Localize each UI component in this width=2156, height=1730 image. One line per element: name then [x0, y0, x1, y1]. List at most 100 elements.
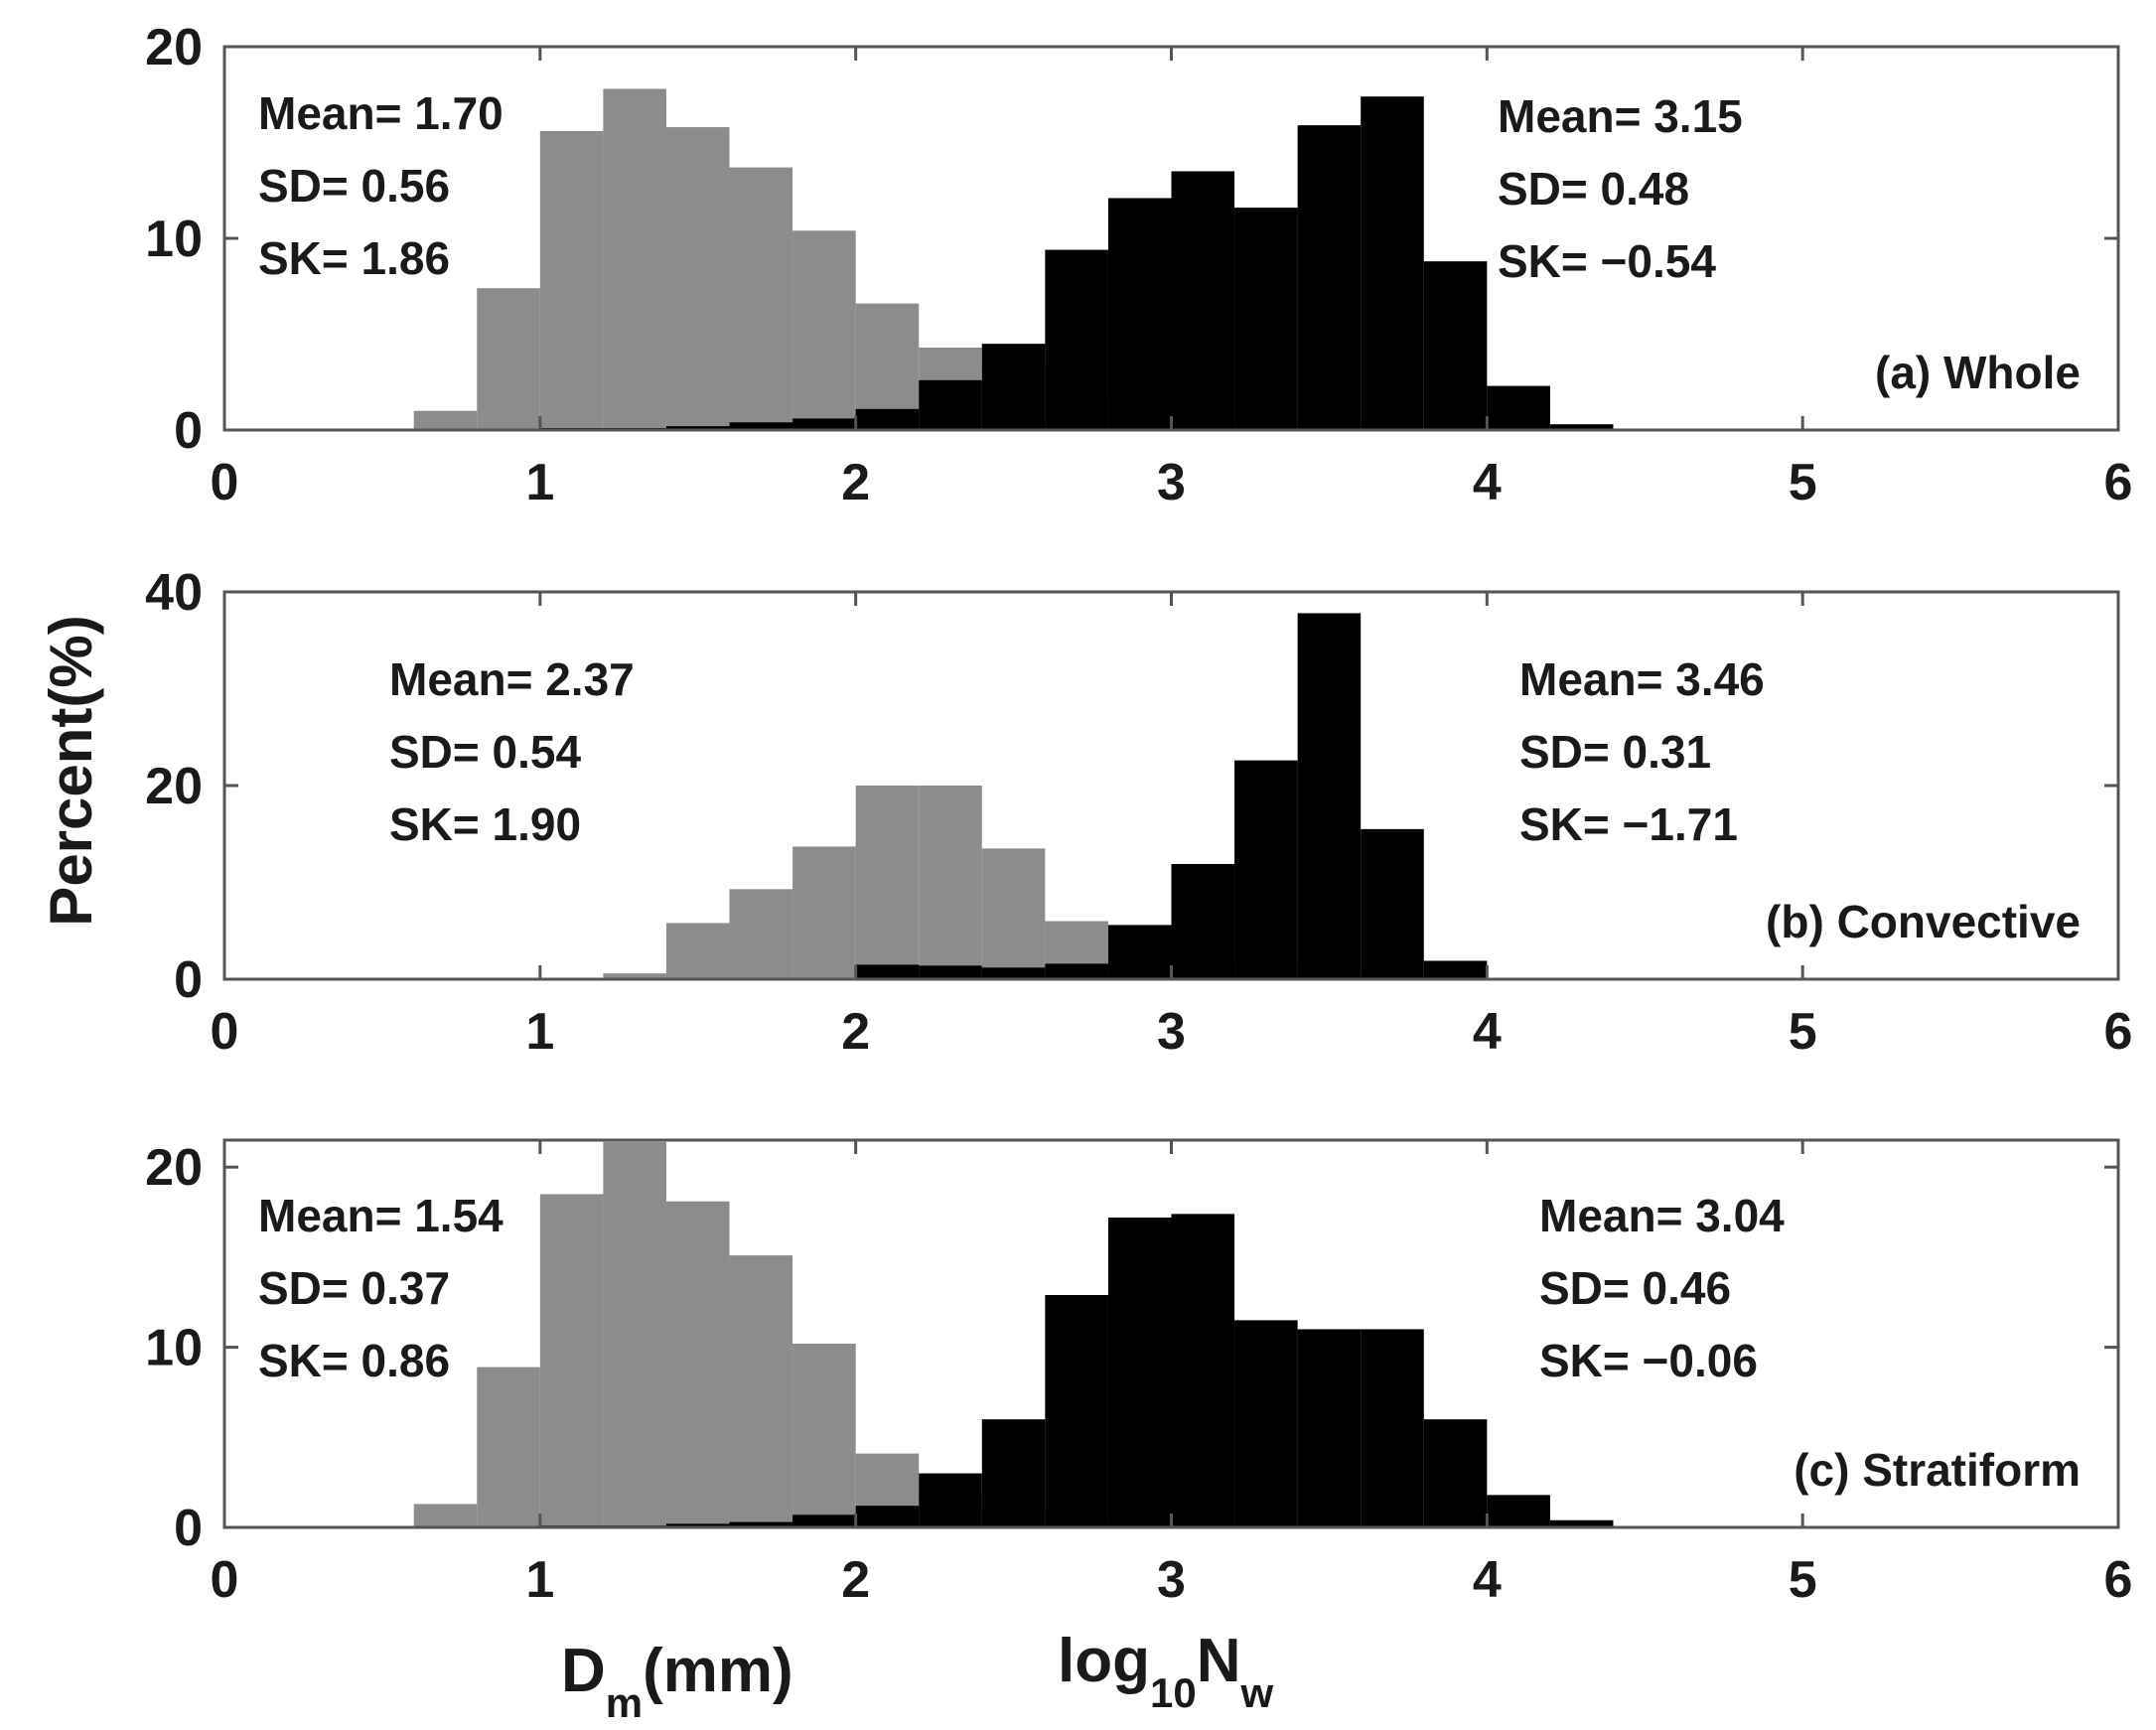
nw-label-sub: 10	[1150, 1669, 1197, 1716]
y-tick-label: 0	[174, 951, 203, 1009]
dm-bar-2	[665, 923, 730, 979]
panel-title: (b) Convective	[1766, 896, 2081, 947]
axes-frame-c	[222, 1138, 2120, 1529]
nw-bar-14	[1423, 261, 1488, 430]
axes-frame-a	[222, 45, 2120, 432]
dm-bar-4	[665, 1201, 730, 1527]
nw-bar-12	[1297, 1329, 1362, 1527]
dm-label-rest: (mm)	[643, 1637, 793, 1705]
nw-bar-8	[1361, 828, 1424, 979]
nw-bar-2	[665, 1523, 730, 1527]
nw-label-rest: N	[1197, 1627, 1241, 1695]
panel-title: (a) Whole	[1875, 347, 2081, 398]
dm-bar-5	[729, 1255, 793, 1527]
nw-bar-9	[1107, 1218, 1172, 1527]
dm-sd-label: SD= 0.56	[258, 160, 450, 212]
x-tick-label: 0	[211, 1003, 239, 1061]
ticks-a: 0 1 2 3 4 5 6 0 10 20	[145, 19, 2132, 511]
dm-sk-label: SK= 0.86	[258, 1335, 450, 1386]
nw-bars-a	[539, 96, 1614, 431]
x-tick-label: 3	[1157, 1003, 1186, 1061]
nw-label-main: log	[1058, 1627, 1150, 1695]
dm-bar-6	[792, 230, 856, 430]
dm-bar-4	[792, 846, 856, 979]
x-tick-label: 1	[525, 1003, 554, 1061]
x-tick-label: 5	[1789, 1551, 1817, 1609]
nw-bar-3	[729, 422, 793, 430]
y-tick-label: 0	[174, 402, 203, 460]
nw-mean-label: Mean= 3.15	[1498, 90, 1743, 142]
nw-bar-16	[1549, 1519, 1614, 1527]
x-tick-label: 6	[2104, 1003, 2133, 1061]
y-tick-label: 10	[145, 211, 203, 268]
x-tick-label: 4	[1473, 454, 1502, 511]
y-tick-label: 10	[145, 1320, 203, 1377]
nw-mean-label: Mean= 3.46	[1519, 653, 1765, 705]
nw-bar-9	[1107, 198, 1172, 430]
y-tick-label: 20	[145, 758, 203, 815]
nw-bar-15	[1487, 385, 1550, 430]
x-tick-label: 2	[841, 1551, 870, 1609]
dm-label-sub: m	[606, 1679, 643, 1726]
nw-sk-label: SK= −0.54	[1498, 235, 1716, 287]
nw-sd-label: SD= 0.48	[1498, 163, 1689, 215]
dm-bar-2	[539, 1194, 604, 1527]
ticks-b: 0 1 2 3 4 5 6 0 20 40	[145, 564, 2132, 1061]
x-tick-label: 6	[2104, 1551, 2133, 1609]
nw-bars-b	[855, 613, 1550, 979]
dm-bar-6	[792, 1343, 856, 1527]
nw-label-sub2: w	[1239, 1669, 1273, 1716]
ticks-c: 0 1 2 3 4 5 6 0 10 20	[145, 1139, 2132, 1609]
y-tick-label: 20	[145, 1139, 203, 1197]
nw-bar-4	[792, 418, 856, 430]
nw-bar-3	[1045, 963, 1108, 979]
nw-bar-2	[981, 967, 1046, 979]
nw-bar-8	[1045, 249, 1108, 430]
x-axis-label-nw: log10Nw	[1058, 1627, 1273, 1716]
nw-bar-6	[919, 379, 982, 430]
dm-bar-4	[665, 127, 730, 430]
x-tick-label: 5	[1789, 454, 1817, 511]
dm-sd-label: SD= 0.37	[258, 1262, 450, 1314]
nw-bar-4	[1107, 925, 1172, 979]
dm-bar-0	[413, 1504, 478, 1527]
nw-bar-14	[1423, 1419, 1488, 1527]
nw-bar-11	[1234, 208, 1298, 430]
dm-label-main: D	[561, 1637, 606, 1705]
y-tick-label: 0	[174, 1500, 203, 1557]
x-tick-label: 1	[525, 1551, 554, 1609]
dm-bar-1	[477, 288, 540, 430]
panel-c: 0 1 2 3 4 5 6 0 10 20 Mean= 1.54 SD= 0.37 SK= 0.8…	[145, 1138, 2132, 1609]
nw-bar-5	[1171, 863, 1235, 979]
nw-sd-label: SD= 0.46	[1539, 1262, 1731, 1314]
axes-frame-b	[222, 590, 2120, 981]
dm-bar-2	[539, 130, 604, 431]
nw-bar-4	[792, 1514, 856, 1527]
x-tick-label: 5	[1789, 1003, 1817, 1061]
nw-sd-label: SD= 0.31	[1519, 726, 1711, 778]
dm-sk-label: SK= 1.86	[258, 232, 450, 284]
nw-bar-6	[919, 1473, 982, 1527]
nw-bar-11	[1234, 1320, 1298, 1527]
nw-bar-6	[1234, 760, 1298, 979]
nw-bars-c	[539, 1214, 1614, 1527]
dm-mean-label: Mean= 1.54	[258, 1190, 503, 1241]
nw-bar-7	[981, 344, 1046, 430]
y-axis-label: Percent(%)	[38, 615, 104, 926]
x-tick-label: 6	[2104, 454, 2133, 511]
x-tick-label: 2	[841, 454, 870, 511]
panel-title: (c) Stratiform	[1794, 1444, 2081, 1496]
x-axis-label-dm: Dm(mm)	[561, 1637, 793, 1726]
dm-bar-1	[477, 1367, 540, 1527]
dm-bar-6	[919, 786, 982, 979]
nw-bar-9	[1423, 960, 1488, 979]
nw-bar-8	[1045, 1295, 1108, 1527]
nw-bar-13	[1361, 96, 1424, 431]
panel-a: 0 1 2 3 4 5 6 0 10 20 Mean= 1.70 SD= 0.56 SK= 1.8…	[145, 19, 2132, 511]
nw-bar-16	[1549, 424, 1614, 430]
dm-bar-5	[729, 167, 793, 430]
x-tick-label: 4	[1473, 1003, 1502, 1061]
dm-bar-1	[603, 973, 666, 979]
dm-bar-3	[603, 1141, 666, 1527]
